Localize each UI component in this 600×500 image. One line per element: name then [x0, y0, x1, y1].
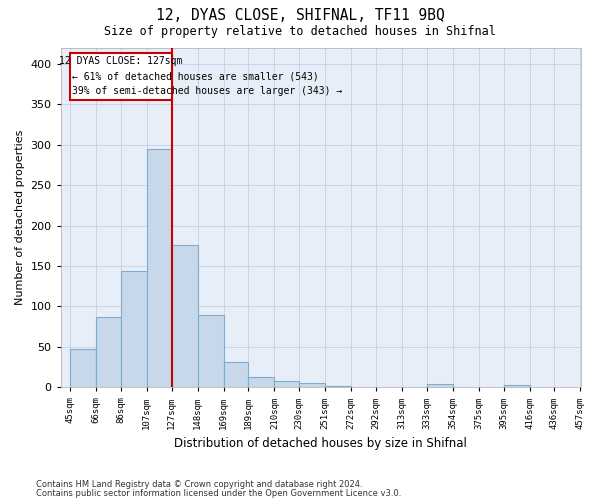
Text: Contains HM Land Registry data © Crown copyright and database right 2024.: Contains HM Land Registry data © Crown c… [36, 480, 362, 489]
Text: Size of property relative to detached houses in Shifnal: Size of property relative to detached ho… [104, 25, 496, 38]
Text: 12, DYAS CLOSE, SHIFNAL, TF11 9BQ: 12, DYAS CLOSE, SHIFNAL, TF11 9BQ [155, 8, 445, 22]
Text: ← 61% of detached houses are smaller (543): ← 61% of detached houses are smaller (54… [73, 71, 319, 81]
Bar [248, 377, 274, 388]
Y-axis label: Number of detached properties: Number of detached properties [15, 130, 25, 305]
Text: Contains public sector information licensed under the Open Government Licence v3: Contains public sector information licen… [36, 488, 401, 498]
Bar [147, 148, 172, 388]
Bar [96, 317, 121, 388]
Bar [427, 384, 453, 388]
Bar [503, 385, 530, 388]
Bar [197, 314, 224, 388]
FancyBboxPatch shape [70, 53, 172, 100]
Text: 12 DYAS CLOSE: 127sqm: 12 DYAS CLOSE: 127sqm [59, 56, 182, 66]
Bar [70, 350, 96, 388]
Text: 39% of semi-detached houses are larger (343) →: 39% of semi-detached houses are larger (… [73, 86, 343, 96]
X-axis label: Distribution of detached houses by size in Shifnal: Distribution of detached houses by size … [174, 437, 467, 450]
Bar [172, 245, 197, 388]
Bar [121, 271, 147, 388]
Bar [299, 384, 325, 388]
Bar [274, 381, 299, 388]
Bar [325, 386, 351, 388]
Bar [224, 362, 248, 388]
